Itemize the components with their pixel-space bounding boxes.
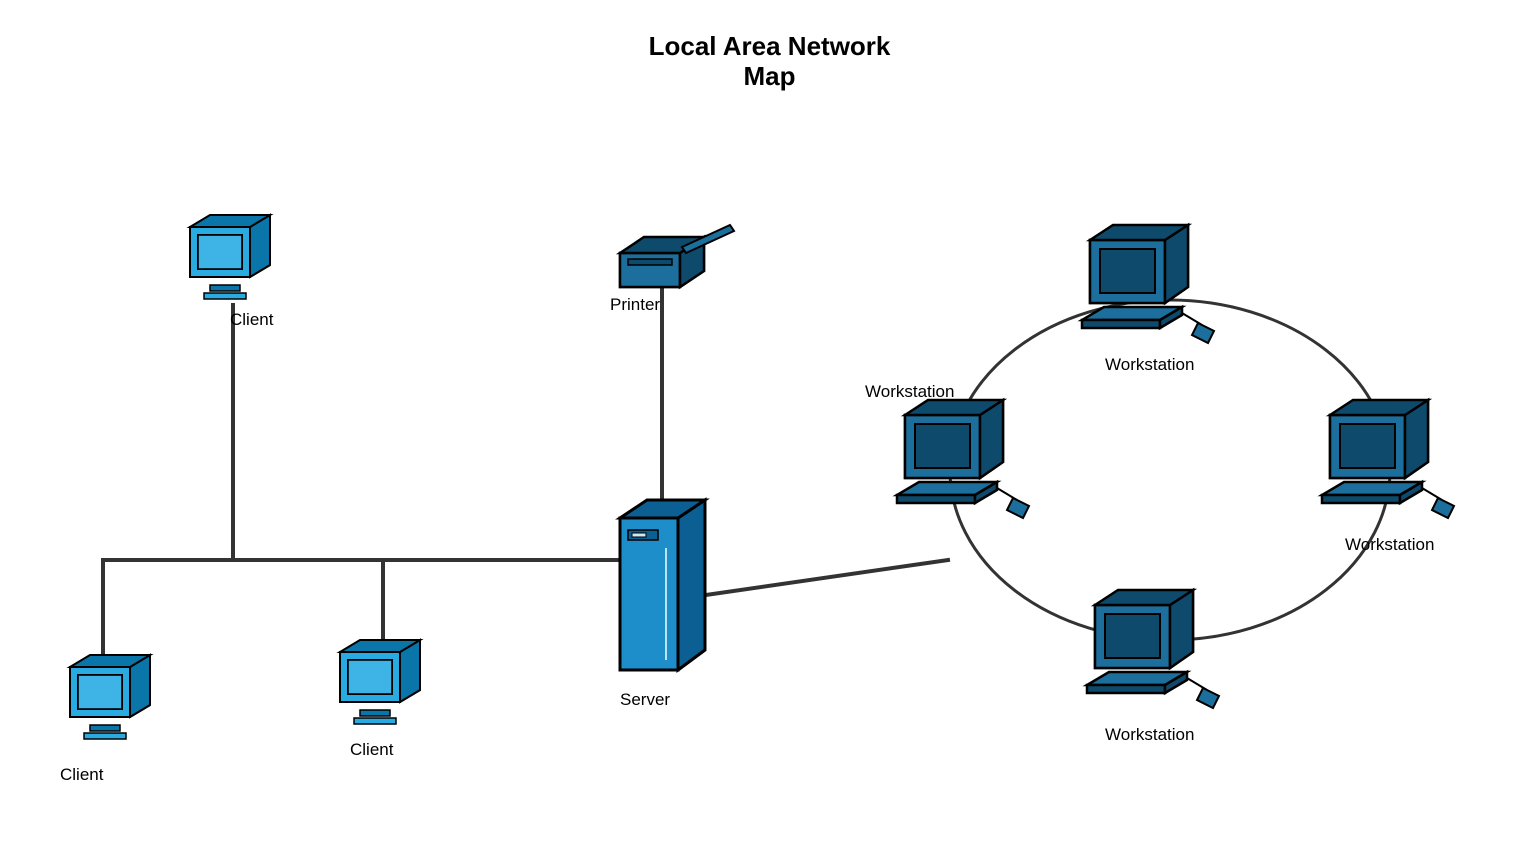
nodes-layer (70, 215, 1454, 739)
printer-label: Printer (610, 295, 660, 315)
workstation-node (1087, 590, 1219, 708)
diagram-stage: Local Area Network Map ClientClientClien… (0, 0, 1539, 852)
client-node (190, 215, 270, 299)
server-node (620, 500, 705, 670)
printer-node (620, 225, 734, 287)
workstation-label: Workstation (1345, 535, 1434, 555)
workstation-label: Workstation (865, 382, 954, 402)
diagram-svg (0, 0, 1539, 852)
client-label: Client (350, 740, 393, 760)
client-label: Client (60, 765, 103, 785)
workstation-label: Workstation (1105, 355, 1194, 375)
server-label: Server (620, 690, 670, 710)
workstation-node (1322, 400, 1454, 518)
workstation-label: Workstation (1105, 725, 1194, 745)
client-label: Client (230, 310, 273, 330)
workstation-node (1082, 225, 1214, 343)
edge (706, 560, 948, 595)
edges-layer (103, 285, 948, 655)
client-node (340, 640, 420, 724)
workstation-node (897, 400, 1029, 518)
client-node (70, 655, 150, 739)
